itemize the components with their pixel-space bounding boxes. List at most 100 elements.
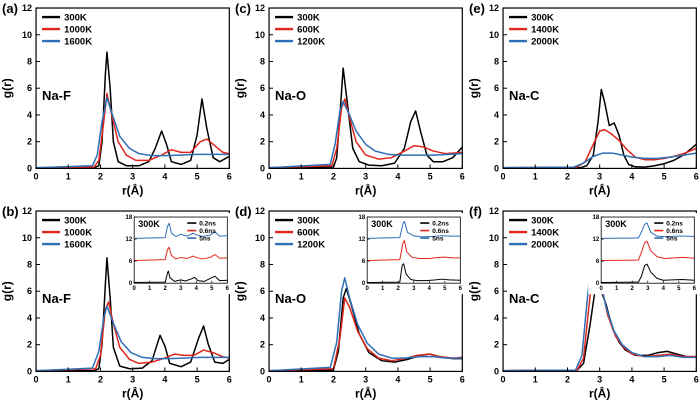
y-tick-label: 8 [260,56,265,66]
inset-legend-label: 0.2ns [199,220,216,227]
y-tick-label: 12 [22,206,32,216]
series-line-1200K [269,276,463,371]
panel-letter: (c) [235,1,251,16]
inset-x-tick-label: 5 [210,286,214,292]
panel-a-chart: 0 1 2 3 4 5 6024681012r(Å)g(r)(a)300K1000K1600… [0,1,232,197]
x-tick-label: 5 [428,374,433,384]
inset-y-tick-label: 6 [596,259,600,265]
x-tick-label: 4 [629,374,634,384]
inset-series-line-0.6ns [600,240,694,261]
y-tick-label: 8 [27,259,32,269]
legend-label: 2000K [531,37,559,48]
panel-letter: (a) [2,1,18,16]
y-tick-label: 6 [260,286,265,296]
inset-x-tick-label: 1 [615,286,619,292]
inset-x-tick-label: 2 [164,286,168,292]
inset-x-tick-label: 4 [661,286,665,292]
legend-label: 300K [64,215,87,226]
x-tick-label: 5 [195,171,200,181]
series-group [36,51,230,169]
panel-letter: (f) [469,204,482,219]
x-axis-label: r(Å) [355,182,376,197]
x-tick-label: 5 [661,374,666,384]
y-tick-label: 12 [489,206,499,216]
inset-axes-box [600,216,695,284]
x-axis-label: r(Å) [355,385,376,400]
x-tick-label: 3 [130,374,135,384]
x-tick-label: 4 [396,374,401,384]
series-line-300K [269,67,463,169]
legend-label: 1400K [531,25,559,36]
x-tick-label: 2 [98,374,103,384]
series-line-1600K [36,304,230,371]
inset-series-line-5ns [600,221,694,239]
series-line-300K [36,51,230,169]
x-tick-label: 1 [532,171,537,181]
legend-label: 600K [297,227,320,238]
inset-x-tick-label: 1 [381,286,385,292]
y-tick-label: 0 [27,163,32,173]
x-tick-label: 5 [195,374,200,384]
pair-label: Na-O [275,88,306,103]
x-tick-label: 4 [162,374,167,384]
y-tick-label: 0 [27,366,32,376]
inset-y-tick-label: 18 [126,215,133,221]
inset-x-tick-label: 3 [646,286,650,292]
x-tick-label: 6 [460,171,465,181]
inset-x-tick-label: 1 [148,286,152,292]
y-tick-label: 8 [494,259,499,269]
panel-e: 0 1 2 3 4 5 6 0 2 4 6 8 10 12 r(Å) g(r) (e) 300K 1400K 2000… [467,0,700,203]
panel-e-chart: 0 1 2 3 4 5 6024681012r(Å)g(r)(e)300K1400K2000… [467,1,699,197]
inset-x-tick-label: 6 [459,286,463,292]
panel-c-chart: 0 1 2 3 4 5 6024681012r(Å)g(r)(c)300K600K1200K… [233,1,465,197]
legend-label: 1600K [64,239,92,250]
x-axis-label: r(Å) [589,182,610,197]
y-tick-label: 4 [260,110,265,120]
y-tick-label: 0 [260,366,265,376]
x-tick-label: 5 [428,171,433,181]
y-tick-label: 0 [494,366,499,376]
x-tick-label: 6 [227,171,232,181]
pair-label: Na-F [42,88,71,103]
inset-x-tick-label: 4 [195,286,199,292]
legend-label: 1400K [531,227,559,238]
inset-x-tick-label: 2 [397,286,401,292]
x-tick-label: 3 [364,374,369,384]
y-axis-label: g(r) [467,281,481,301]
inset-y-tick-label: 18 [359,215,366,221]
y-tick-label: 2 [494,137,499,147]
inset-y-tick-label: 0 [129,281,133,287]
y-tick-label: 6 [260,83,265,93]
series-group [269,67,463,169]
x-tick-label: 2 [98,171,103,181]
pair-label: Na-O [275,291,306,306]
x-tick-label: 4 [396,171,401,181]
inset-x-tick-label: 0 [599,286,603,292]
x-axis-label: r(Å) [122,182,143,197]
x-tick-label: 2 [565,171,570,181]
inset-legend-label: 0.6ns [199,228,216,235]
series-line-1600K [36,96,230,169]
inset-series-group [600,221,694,283]
series-group [269,276,463,371]
inset-title: 300K [372,219,394,229]
series-line-1200K [269,100,463,169]
series-line-1000K [36,92,230,169]
panel-b-chart: 0 1 2 3 4 5 6024681012r(Å)g(r)(b)300K1000K1600… [0,204,232,400]
series-line-300K [502,88,696,169]
y-tick-label: 10 [255,30,265,40]
x-tick-label: 0 [267,374,272,384]
x-tick-label: 3 [597,374,602,384]
y-tick-label: 10 [489,30,499,40]
series-line-1000K [36,300,230,371]
panel-letter: (b) [2,204,19,219]
x-tick-label: 0 [267,171,272,181]
series-group [36,256,230,371]
x-tick-label: 1 [299,374,304,384]
inset-series-line-0.2ns [600,263,694,283]
y-axis-label: g(r) [233,281,247,301]
inset-x-tick-label: 6 [226,286,230,292]
series-line-600K [269,296,463,371]
inset-series-group [367,220,461,283]
